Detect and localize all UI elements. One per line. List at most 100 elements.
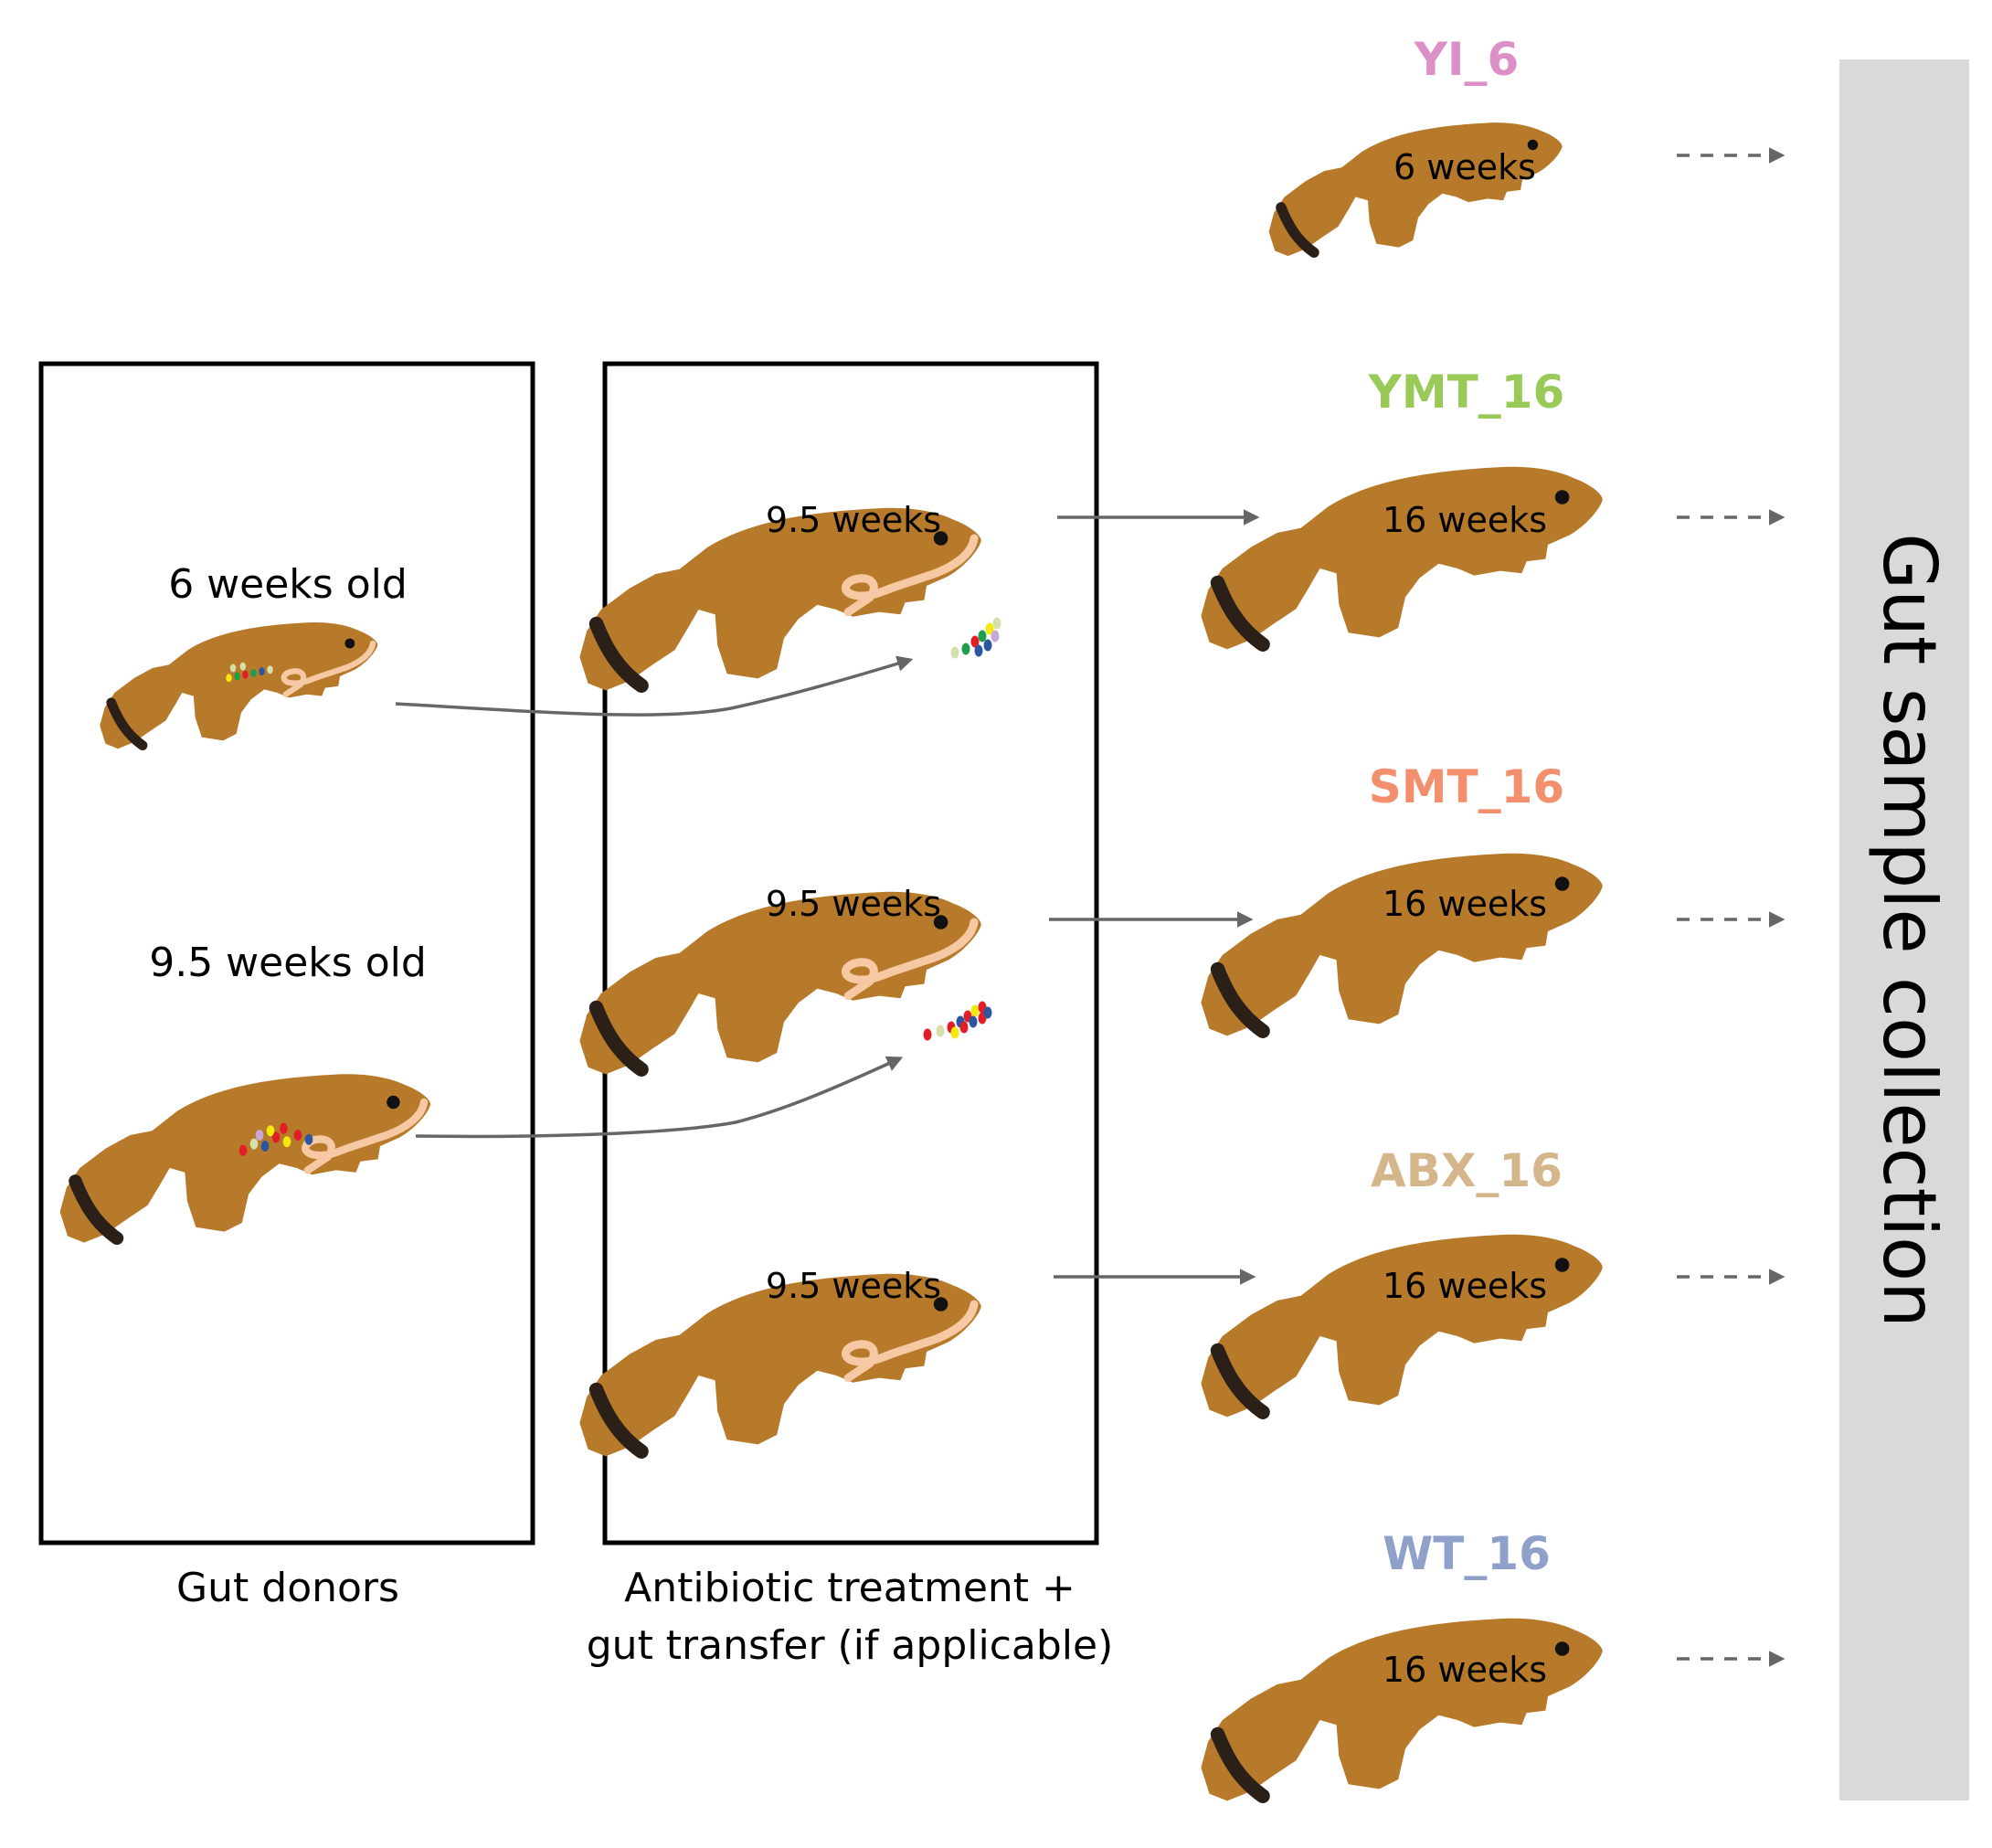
fish-wt16 (1201, 1618, 1603, 1803)
group-name-ymt16: YMT_16 (1368, 366, 1565, 419)
microbe-dot (293, 1130, 302, 1141)
microbe-dot (959, 1021, 969, 1034)
microbe-dot (239, 662, 247, 671)
treatment-box (602, 361, 1099, 1545)
fish-eye (1554, 1641, 1570, 1656)
microbe-dot (249, 1138, 259, 1150)
fish-gut (842, 534, 979, 617)
microbe-dot (992, 617, 1001, 630)
microbe-dot (970, 1004, 980, 1017)
fish-donor-young (100, 621, 378, 751)
fish-eye (1554, 1258, 1570, 1272)
fish-eye (344, 638, 355, 649)
microbe-dot (983, 639, 992, 652)
group-name-smt16: SMT_16 (1369, 760, 1564, 813)
fish-treat-2 (579, 891, 981, 1077)
fish-eye (1527, 139, 1539, 151)
treatment-caption-line2: gut transfer (if applicable) (587, 1622, 1114, 1669)
microbe-dot (260, 1141, 270, 1152)
group-name-abx16: ABX_16 (1371, 1144, 1563, 1197)
microbe-dot (961, 643, 970, 655)
fish-gut (281, 640, 376, 697)
microbe-dot (280, 1122, 288, 1134)
group-name-wt16: WT_16 (1383, 1527, 1551, 1580)
tail-band (69, 1174, 124, 1246)
fish-body (1268, 122, 1563, 257)
microbe-dot (238, 1144, 248, 1156)
microbe-dot (983, 1006, 992, 1019)
fish-gut (842, 1300, 979, 1383)
arrow-young-donor-transfer (395, 655, 914, 717)
microbe-dot (950, 1026, 959, 1039)
microbe-dot (234, 672, 240, 681)
collection-bar (1839, 59, 1969, 1800)
tail-band (588, 1000, 649, 1077)
microbe-dot (969, 1015, 978, 1028)
fish-body (1201, 1618, 1603, 1801)
microbe-dot (242, 670, 249, 679)
tail-band (106, 697, 148, 751)
tail-band (1210, 575, 1270, 652)
fish-yi6 (1268, 122, 1563, 259)
fish-ymt16 (1201, 466, 1603, 652)
fish-gut (842, 918, 979, 1001)
tail-band (1210, 1343, 1270, 1419)
microbe-dot (974, 644, 983, 657)
fish-age-treat-2: 9.5 weeks (766, 884, 941, 924)
microbe-dot (250, 668, 257, 677)
fish-eye (1554, 876, 1570, 891)
tail-band (1210, 961, 1270, 1038)
microbe-dot (266, 1125, 275, 1137)
fish-body (1201, 1234, 1603, 1418)
tail-band (1210, 1726, 1270, 1803)
fish-body (59, 1074, 431, 1243)
arrow-old-donor-transfer (415, 1056, 904, 1139)
microbe-dot (950, 646, 959, 659)
donor-box (38, 361, 535, 1545)
fish-body (1201, 853, 1603, 1036)
microbe-dot (226, 674, 232, 683)
microbe-dot (936, 1025, 945, 1037)
fish-smt16 (1201, 853, 1603, 1038)
fish-eye (933, 531, 948, 546)
microbes-old-transfer (923, 1001, 992, 1041)
fish-gut (302, 1098, 429, 1174)
donor-caption: Gut donors (176, 1565, 399, 1611)
fish-eye (933, 1297, 948, 1312)
microbe-dot (304, 1133, 313, 1145)
fish-eye (1554, 490, 1570, 504)
fish-age-wt16: 16 weeks (1383, 1650, 1547, 1690)
microbe-dot (259, 667, 265, 676)
microbe-dot (271, 1131, 281, 1143)
microbes-young-transfer (950, 617, 1001, 659)
microbe-dot (923, 1028, 932, 1041)
donor-old-label: 9.5 weeks old (149, 940, 427, 986)
fish-age-abx16: 16 weeks (1383, 1266, 1547, 1306)
microbe-dot (970, 635, 980, 648)
fish-treat-3 (579, 1273, 981, 1459)
fish-abx16 (1201, 1234, 1603, 1419)
group-name-yi6: YI_6 (1414, 33, 1520, 86)
collection-label: Gut sample collection (1867, 533, 1952, 1328)
microbe-dot (978, 630, 987, 643)
treatment-caption-line1: Antibiotic treatment + (624, 1565, 1075, 1611)
microbe-dot (985, 622, 994, 635)
fish-body (100, 621, 378, 749)
fish-age-yi6: 6 weeks (1393, 147, 1536, 187)
tail-band (588, 1382, 649, 1459)
fish-age-ymt16: 16 weeks (1383, 500, 1547, 540)
fish-age-smt16: 16 weeks (1383, 884, 1547, 924)
microbe-dot (282, 1136, 291, 1148)
fish-eye (387, 1095, 400, 1110)
tail-band (588, 616, 649, 693)
fish-age-treat-1: 9.5 weeks (766, 500, 941, 540)
donor-young-label: 6 weeks old (168, 561, 408, 608)
fish-eye (933, 915, 948, 929)
fish-treat-1 (579, 507, 981, 693)
microbe-dot (255, 1130, 264, 1141)
microbe-dot (991, 630, 1000, 643)
fish-donor-old (59, 1074, 431, 1246)
fish-body (1201, 466, 1603, 650)
